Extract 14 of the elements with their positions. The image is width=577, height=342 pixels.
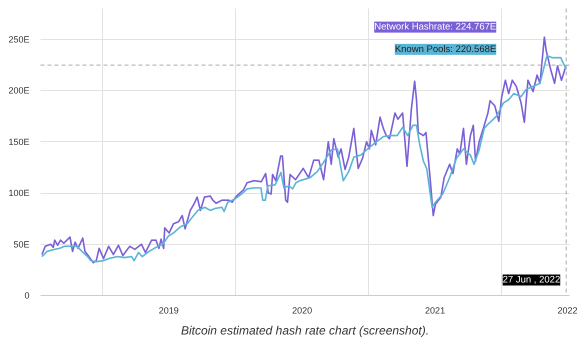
- x-tick-label: 2019: [158, 306, 179, 316]
- y-tick-label: 0: [24, 290, 30, 300]
- y-tick-label: 150E: [8, 136, 30, 147]
- x-tick-label: 2020: [292, 306, 312, 316]
- y-tick-label: 50E: [13, 239, 30, 250]
- x-tick-label: 2022: [557, 306, 577, 316]
- text: Network Hashrate: 224.767E: [374, 22, 496, 33]
- y-tick-label: 250E: [8, 34, 30, 44]
- y-tick-label: 200E: [8, 86, 30, 96]
- annotation: 27 Jun , 2022: [502, 274, 560, 286]
- x-tick-label: 2021: [425, 306, 446, 316]
- text: Bitcoin estimated hash rate chart (screenshot).: [180, 324, 430, 338]
- text: Known Pools: 220.568E: [394, 44, 496, 55]
- y-tick-label: 100E: [8, 188, 30, 198]
